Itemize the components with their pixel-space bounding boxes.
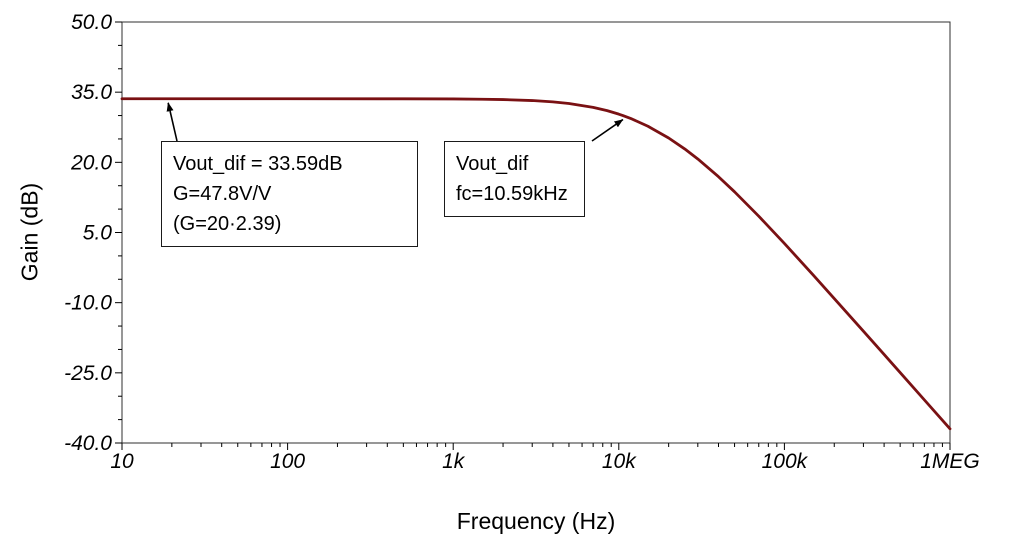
x-tick-label: 100k [762, 450, 809, 473]
x-tick-label: 10 [110, 450, 134, 473]
annotation-line: fc=10.59kHz [456, 183, 568, 205]
y-tick-label: 35.0 [71, 81, 112, 104]
annotation-cutoff: Vout_dif fc=10.59kHz [444, 141, 585, 217]
y-tick-label: -25.0 [64, 362, 112, 385]
annotation-line: G=47.8V/V [173, 183, 272, 205]
annotation-line: (G=20·2.39) [173, 213, 282, 235]
y-tick-label: 20.0 [70, 151, 112, 174]
x-tick-label: 10k [602, 450, 637, 473]
annotation-arrows [166, 102, 624, 142]
annotation-dc-gain: Vout_dif = 33.59dB G=47.8V/V (G=20·2.39) [161, 141, 418, 247]
x-axis: 10 100 1k 10k 100k 1MEG [110, 443, 980, 473]
x-tick-label: 1MEG [920, 450, 980, 473]
y-axis: 50.0 35.0 20.0 5.0 -10.0 -25.0 -40.0 [64, 11, 122, 455]
gain-curve [120, 97, 952, 431]
y-tick-label: -10.0 [64, 292, 112, 315]
annotation-line: Vout_dif [456, 153, 529, 175]
y-axis-label: Gain (dB) [16, 182, 43, 282]
y-tick-label: 50.0 [71, 11, 112, 34]
y-tick-label: -40.0 [64, 432, 112, 455]
annotation-line: Vout_dif = 33.59dB [173, 153, 343, 175]
x-axis-label: Frequency (Hz) [456, 508, 616, 534]
x-tick-label: 100 [270, 450, 305, 473]
y-tick-label: 5.0 [83, 222, 113, 245]
x-tick-label: 1k [442, 450, 466, 473]
